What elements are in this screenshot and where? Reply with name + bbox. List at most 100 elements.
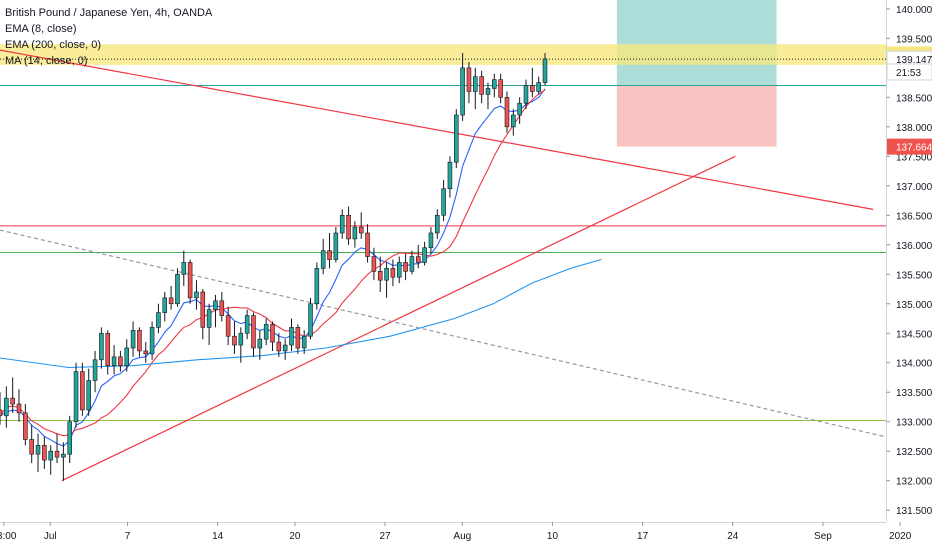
candle-46[interactable]: [289, 318, 294, 351]
candle-65[interactable]: [409, 250, 415, 275]
candle-49[interactable]: [308, 297, 313, 340]
candle-44[interactable]: [276, 333, 282, 357]
candle-31[interactable]: [194, 280, 199, 310]
stop-loss-zone[interactable]: [616, 84, 777, 147]
candle-48[interactable]: [301, 330, 307, 354]
candle-50[interactable]: [314, 262, 320, 310]
candle-43[interactable]: [270, 321, 275, 351]
take-profit-zone[interactable]: [616, 0, 777, 85]
candle-69[interactable]: [435, 209, 440, 239]
candle-16[interactable]: [99, 327, 104, 369]
candle-56[interactable]: [352, 221, 358, 248]
candle-27[interactable]: [168, 286, 174, 310]
candle-22[interactable]: [137, 327, 142, 357]
candle-20[interactable]: [124, 339, 130, 372]
candle-5[interactable]: [29, 424, 34, 464]
candle-81[interactable]: [511, 109, 516, 136]
candle-79[interactable]: [498, 73, 503, 104]
candle-82[interactable]: [517, 97, 522, 124]
time-axis[interactable]: [0, 522, 932, 550]
candle-61[interactable]: [384, 262, 389, 298]
indicator-ema-200[interactable]: EMA (200, close, 0): [5, 39, 101, 51]
candle-73[interactable]: [460, 53, 465, 121]
candle-41[interactable]: [257, 330, 263, 360]
candle-62[interactable]: [390, 259, 396, 287]
candle-39[interactable]: [244, 309, 250, 340]
candle-67[interactable]: [422, 241, 427, 266]
candle-35[interactable]: [219, 291, 225, 322]
candle-11[interactable]: [67, 415, 72, 464]
candle-9[interactable]: [54, 433, 60, 464]
candle-52[interactable]: [327, 232, 332, 269]
candle-53[interactable]: [333, 227, 339, 263]
candle-26[interactable]: [162, 291, 168, 322]
candle-40[interactable]: [251, 312, 256, 357]
candle-85[interactable]: [536, 76, 541, 95]
candle-3[interactable]: [16, 389, 22, 422]
candle-57[interactable]: [358, 212, 364, 239]
candle-30[interactable]: [187, 259, 193, 304]
indicator-ema-8[interactable]: EMA (8, close): [5, 23, 77, 35]
candle-15[interactable]: [92, 350, 98, 393]
candle-6[interactable]: [35, 433, 41, 472]
candle-70[interactable]: [441, 179, 446, 222]
candle-34[interactable]: [213, 294, 218, 328]
candle-23[interactable]: [143, 342, 149, 363]
price-axis[interactable]: [886, 0, 932, 550]
candle-12[interactable]: [73, 362, 79, 428]
candle-64[interactable]: [403, 253, 408, 281]
candle-7[interactable]: [42, 436, 47, 469]
candle-28[interactable]: [175, 268, 180, 307]
indicator-ma-14[interactable]: MA (14, close, 0): [5, 55, 88, 67]
candle-32[interactable]: [200, 289, 206, 340]
candle-80[interactable]: [504, 91, 510, 133]
candle-18[interactable]: [111, 345, 117, 375]
candle-78[interactable]: [492, 73, 497, 98]
candle-77[interactable]: [485, 82, 491, 110]
candle-66[interactable]: [415, 244, 421, 269]
candle-8[interactable]: [48, 445, 53, 475]
trend-line-0[interactable]: [0, 49, 874, 210]
candle-59[interactable]: [371, 247, 377, 281]
candle-36[interactable]: [225, 306, 231, 346]
candle-71[interactable]: [447, 156, 453, 198]
candle-75[interactable]: [473, 67, 478, 110]
candle-55[interactable]: [346, 206, 351, 245]
candle-37[interactable]: [232, 321, 237, 354]
candle-68[interactable]: [428, 227, 434, 254]
candle-63[interactable]: [396, 256, 402, 284]
candle-17[interactable]: [105, 330, 110, 375]
candle-4[interactable]: [23, 404, 28, 446]
candle-86[interactable]: [542, 53, 548, 86]
candle-10[interactable]: [61, 442, 66, 481]
candle-24[interactable]: [149, 321, 155, 360]
candle-42[interactable]: [263, 318, 269, 346]
candle-33[interactable]: [206, 303, 212, 346]
candle-29[interactable]: [181, 250, 187, 287]
trend-line-1[interactable]: [61, 155, 736, 482]
candle-83[interactable]: [523, 79, 529, 110]
resistance-zone[interactable]: [0, 44, 886, 65]
candle-25[interactable]: [156, 303, 161, 334]
candle-13[interactable]: [80, 362, 85, 416]
ema-200-line[interactable]: [0, 258, 602, 369]
candle-58[interactable]: [365, 224, 370, 263]
trend-line-2[interactable]: [0, 229, 932, 460]
candle-14[interactable]: [86, 368, 91, 416]
candle-76[interactable]: [479, 70, 484, 104]
candle-45[interactable]: [282, 339, 288, 360]
candle-19[interactable]: [118, 350, 123, 372]
candle-60[interactable]: [377, 256, 383, 292]
candle-74[interactable]: [466, 61, 472, 104]
candle-72[interactable]: [454, 109, 459, 169]
candle-1[interactable]: [4, 386, 9, 428]
candle-0[interactable]: [0, 392, 3, 425]
candle-54[interactable]: [339, 209, 345, 239]
candle-47[interactable]: [295, 324, 301, 354]
candle-2[interactable]: [10, 377, 15, 413]
candle-51[interactable]: [320, 238, 326, 275]
candle-84[interactable]: [530, 67, 535, 98]
candle-38[interactable]: [238, 327, 244, 363]
candle-21[interactable]: [130, 321, 136, 357]
